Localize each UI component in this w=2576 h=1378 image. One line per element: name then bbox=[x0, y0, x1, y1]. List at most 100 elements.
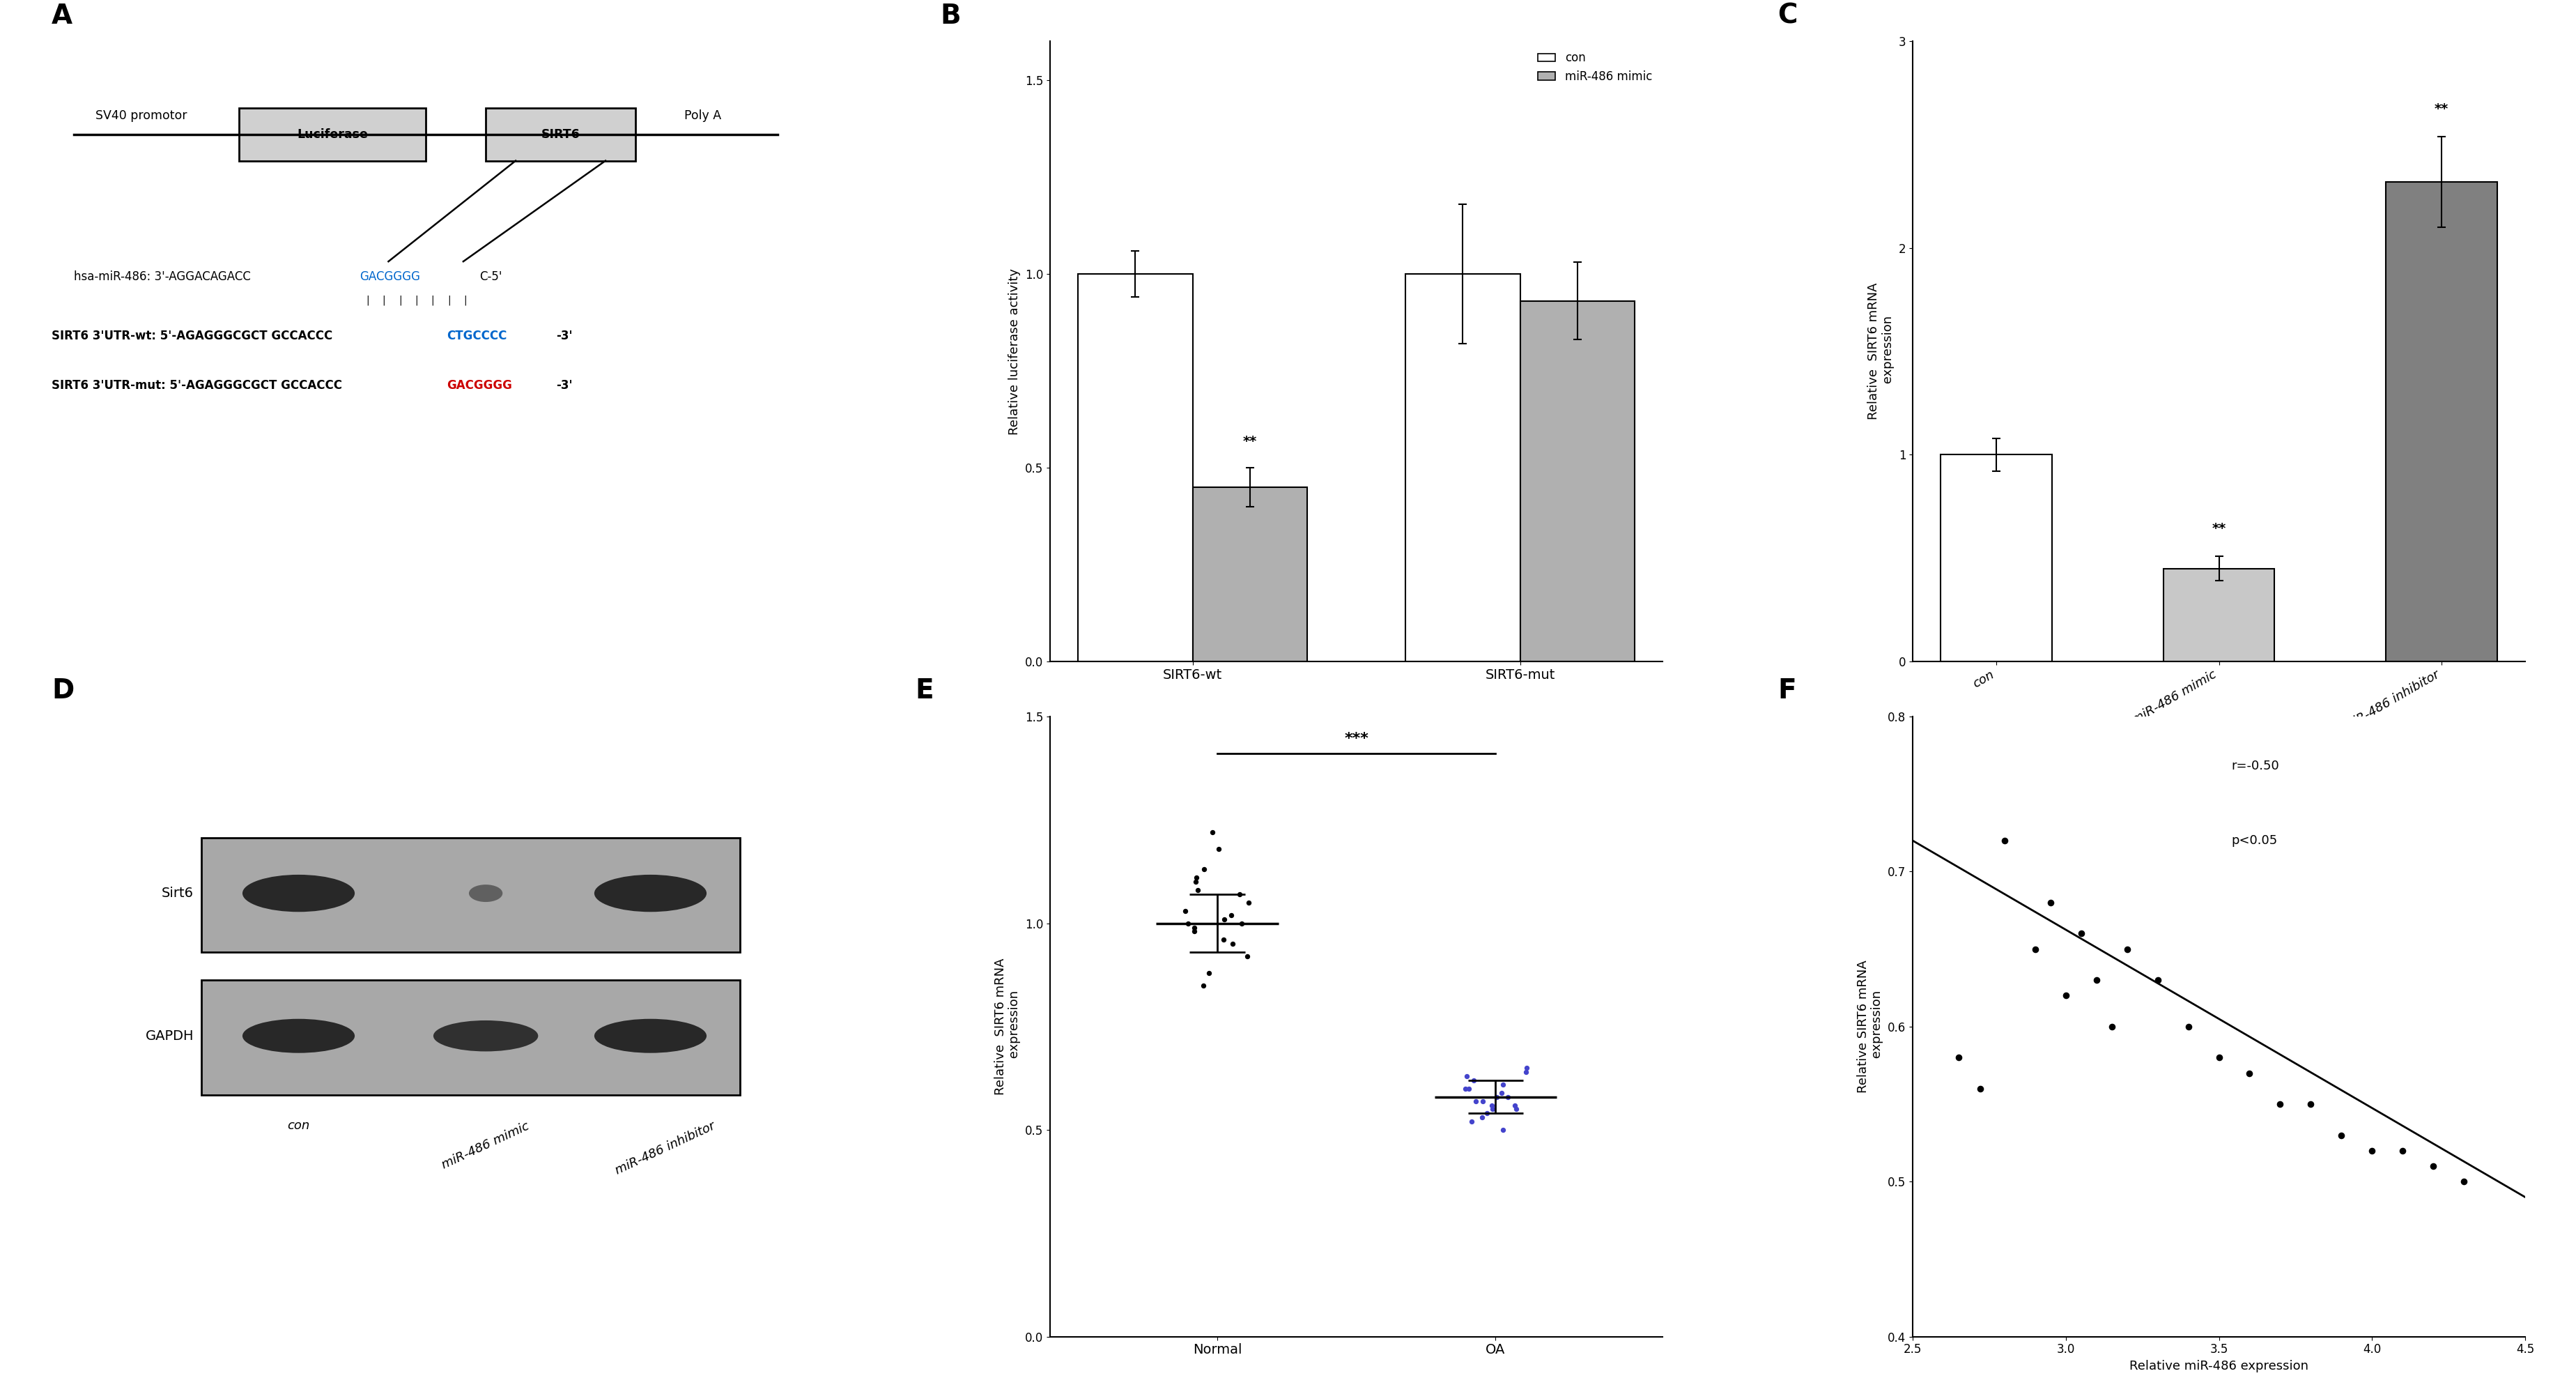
Text: Poly A: Poly A bbox=[685, 109, 721, 123]
Bar bbox=[2164, 568, 2275, 661]
Point bbox=[1466, 1102, 1507, 1124]
Text: C: C bbox=[1777, 3, 1798, 29]
Point bbox=[1193, 821, 1234, 843]
Text: ***: *** bbox=[1345, 732, 1368, 745]
Point bbox=[1221, 912, 1262, 934]
Bar bbox=[201, 838, 739, 952]
Point bbox=[1203, 929, 1244, 951]
Point bbox=[2442, 1171, 2483, 1193]
Point bbox=[2030, 892, 2071, 914]
Point bbox=[1461, 1090, 1502, 1112]
Bar bbox=[240, 107, 425, 161]
Text: miR-486 inhibitor: miR-486 inhibitor bbox=[613, 1119, 716, 1177]
Point bbox=[1164, 900, 1206, 922]
Y-axis label: Relative  SIRT6 mRNA
 expression: Relative SIRT6 mRNA expression bbox=[1868, 282, 1893, 420]
Y-axis label: Relative  SIRT6 mRNA
 expression: Relative SIRT6 mRNA expression bbox=[994, 958, 1020, 1096]
Point bbox=[1471, 1094, 1512, 1116]
Ellipse shape bbox=[242, 1018, 355, 1053]
Point bbox=[1471, 1098, 1512, 1120]
Point bbox=[2014, 938, 2056, 960]
Text: |: | bbox=[399, 295, 402, 306]
Text: Sirt6: Sirt6 bbox=[162, 886, 193, 900]
Point bbox=[2136, 969, 2177, 991]
Point bbox=[1445, 1065, 1486, 1087]
Point bbox=[2197, 1047, 2239, 1069]
Point bbox=[1172, 921, 1213, 943]
Bar bbox=[2385, 182, 2496, 661]
Text: |: | bbox=[430, 295, 435, 306]
Point bbox=[2076, 969, 2117, 991]
Point bbox=[2321, 1124, 2362, 1146]
Point bbox=[1481, 1073, 1522, 1096]
Bar bbox=[201, 980, 739, 1094]
Point bbox=[1486, 1086, 1528, 1108]
Point bbox=[2092, 1016, 2133, 1038]
Point bbox=[1476, 1086, 1517, 1108]
Point bbox=[1453, 1069, 1494, 1091]
Text: p<0.05: p<0.05 bbox=[2231, 834, 2277, 847]
Point bbox=[1167, 912, 1208, 934]
Point bbox=[1984, 830, 2025, 852]
Text: con: con bbox=[289, 1119, 309, 1133]
Point bbox=[1229, 892, 1270, 914]
Point bbox=[2290, 1093, 2331, 1115]
Point bbox=[1958, 1078, 1999, 1100]
Point bbox=[1198, 838, 1239, 860]
Text: A: A bbox=[52, 3, 72, 29]
Text: **: ** bbox=[2210, 522, 2226, 535]
Text: -3': -3' bbox=[556, 329, 572, 342]
Text: SIRT6 3'UTR-wt: 5'-AGAGGGCGCT GCCACCC: SIRT6 3'UTR-wt: 5'-AGAGGGCGCT GCCACCC bbox=[52, 329, 332, 342]
Point bbox=[1182, 858, 1224, 881]
Bar bbox=[1520, 300, 1633, 661]
Text: SV40 promotor: SV40 promotor bbox=[95, 109, 188, 123]
Point bbox=[1481, 1119, 1522, 1141]
Point bbox=[2166, 1016, 2208, 1038]
Text: Luciferase: Luciferase bbox=[296, 128, 368, 141]
Point bbox=[2045, 984, 2087, 1006]
Text: GACGGGG: GACGGGG bbox=[361, 270, 420, 284]
Text: -3': -3' bbox=[556, 379, 572, 391]
Point bbox=[2380, 1140, 2421, 1162]
Point bbox=[2105, 938, 2146, 960]
Point bbox=[1504, 1061, 1546, 1083]
Text: GAPDH: GAPDH bbox=[144, 1029, 193, 1043]
Ellipse shape bbox=[433, 1020, 538, 1051]
Ellipse shape bbox=[242, 875, 355, 912]
Text: hsa-miR-486: 3'-AGGACAGACC: hsa-miR-486: 3'-AGGACAGACC bbox=[75, 270, 250, 284]
Point bbox=[1494, 1094, 1535, 1116]
Text: F: F bbox=[1777, 678, 1795, 704]
Text: |: | bbox=[464, 295, 466, 306]
Text: miR-486 mimic: miR-486 mimic bbox=[440, 1119, 531, 1171]
Point bbox=[1211, 933, 1252, 955]
Text: C-5': C-5' bbox=[479, 270, 502, 284]
Point bbox=[1494, 1098, 1535, 1120]
Y-axis label: Relative SIRT6 mRNA
 expression: Relative SIRT6 mRNA expression bbox=[1857, 960, 1883, 1093]
Point bbox=[2411, 1155, 2452, 1177]
Point bbox=[1450, 1111, 1492, 1133]
Point bbox=[2061, 923, 2102, 945]
Ellipse shape bbox=[595, 1018, 706, 1053]
Point bbox=[2228, 1062, 2269, 1084]
Point bbox=[1448, 1078, 1489, 1100]
Point bbox=[1481, 1082, 1522, 1104]
Text: **: ** bbox=[1242, 435, 1257, 448]
Point bbox=[1455, 1090, 1497, 1112]
Point bbox=[2352, 1140, 2393, 1162]
Point bbox=[1175, 871, 1216, 893]
Point bbox=[1175, 867, 1216, 889]
Text: |: | bbox=[366, 295, 368, 306]
Legend: con, miR-486 mimic: con, miR-486 mimic bbox=[1533, 47, 1656, 87]
Text: |: | bbox=[415, 295, 417, 306]
Point bbox=[2259, 1093, 2300, 1115]
Ellipse shape bbox=[469, 885, 502, 903]
Text: E: E bbox=[914, 678, 933, 704]
Bar bbox=[1077, 274, 1193, 661]
Point bbox=[1177, 879, 1218, 901]
Point bbox=[1211, 904, 1252, 926]
Text: **: ** bbox=[2434, 102, 2447, 116]
Text: SIRT6 3'UTR-mut: 5'-AGAGGGCGCT GCCACCC: SIRT6 3'UTR-mut: 5'-AGAGGGCGCT GCCACCC bbox=[52, 379, 343, 391]
Point bbox=[1507, 1057, 1548, 1079]
Point bbox=[1188, 962, 1229, 984]
Point bbox=[1218, 883, 1260, 905]
Text: CTGCCCC: CTGCCCC bbox=[446, 329, 507, 342]
